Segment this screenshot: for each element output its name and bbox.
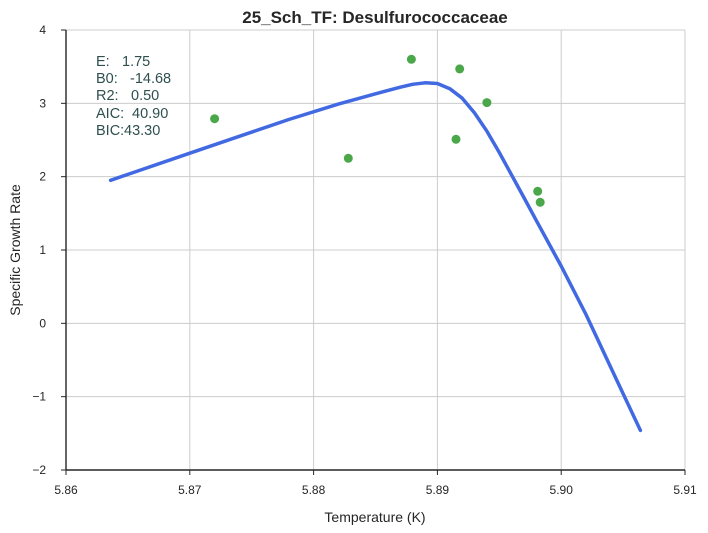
stat-aic: AIC: 40.90	[96, 106, 168, 122]
x-tick-label: 5.89	[426, 483, 450, 497]
y-axis-label: Specific Growth Rate	[7, 184, 23, 316]
stat-bic-value: 43.30	[124, 123, 160, 139]
y-tick-label: −2	[32, 463, 46, 477]
data-point	[533, 186, 543, 196]
data-point	[482, 98, 492, 108]
plot-series	[108, 54, 643, 433]
stat-b0-label: B0:	[96, 71, 118, 87]
stat-e-label: E:	[96, 54, 110, 70]
fit-curve	[108, 81, 643, 433]
data-point	[451, 134, 461, 144]
data-point	[210, 114, 220, 124]
x-tick-label: 5.91	[673, 483, 697, 497]
x-axis-label: Temperature (K)	[324, 509, 425, 525]
stat-r2: R2: 0.50	[96, 88, 159, 104]
y-tick-label: 3	[39, 96, 46, 110]
x-tick-label: 5.86	[54, 483, 78, 497]
grid-lines	[65, 29, 686, 471]
y-tick-labels: −2 −1 0 1 2 3 4	[32, 23, 46, 477]
y-tick-label: 2	[39, 170, 46, 184]
fit-stats-annotation: E: 1.75 B0: -14.68 R2: 0.50 AIC: 40.90 B…	[96, 54, 171, 139]
stat-bic-label: BIC:	[96, 123, 124, 139]
chart-title: 25_Sch_TF: Desulfurococcaceae	[242, 8, 508, 27]
stat-e-value: 1.75	[122, 54, 150, 70]
y-tick-label: 0	[39, 316, 46, 330]
data-point	[406, 54, 416, 64]
y-tick-label: 1	[39, 243, 46, 257]
data-point	[455, 64, 465, 74]
stat-aic-value: 40.90	[132, 106, 168, 122]
stat-b0: B0: -14.68	[96, 71, 171, 87]
x-tick-label: 5.87	[178, 483, 202, 497]
data-point	[535, 197, 545, 207]
stat-e: E: 1.75	[96, 54, 150, 70]
stat-bic: BIC: 43.30	[96, 123, 160, 139]
y-tick-label: −1	[32, 390, 46, 404]
y-tick-label: 4	[39, 23, 46, 37]
data-point	[343, 153, 353, 163]
x-tick-label: 5.88	[302, 483, 326, 497]
stat-aic-label: AIC:	[96, 106, 124, 122]
axes	[61, 29, 686, 475]
stat-r2-label: R2:	[96, 88, 119, 104]
x-tick-labels: 5.86 5.87 5.88 5.89 5.90 5.91	[54, 483, 697, 497]
x-tick-label: 5.90	[550, 483, 574, 497]
stat-b0-value: -14.68	[130, 71, 171, 87]
stat-r2-value: 0.50	[131, 88, 159, 104]
